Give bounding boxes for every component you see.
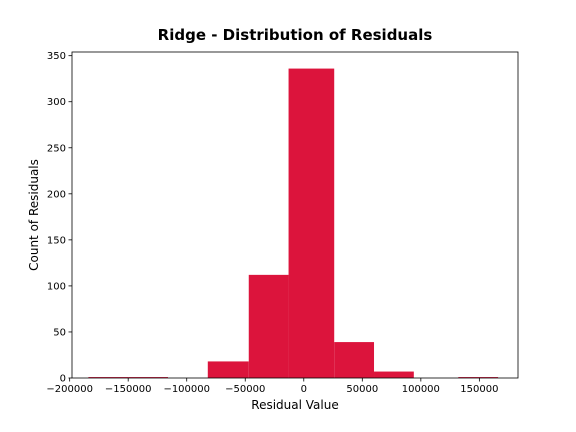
chart-title: Ridge - Distribution of Residuals [158, 26, 433, 44]
histogram-bar-3 [207, 361, 249, 378]
y-tick-label-1: 50 [53, 327, 66, 338]
x-tick-label-0: −200000 [46, 384, 93, 395]
x-tick-label-4: 0 [301, 384, 307, 395]
y-tick-label-5: 250 [47, 143, 66, 154]
y-axis-ticks: 0 50 100 150 200 250 300 350 [47, 51, 72, 385]
y-tick-label-3: 150 [47, 235, 66, 246]
histogram-bar-7 [374, 371, 414, 378]
histogram-bars [88, 68, 499, 379]
x-tick-label-3: −50000 [225, 384, 265, 395]
x-axis-ticks: −200000 −150000 −100000 −50000 0 50000 100000 1… [46, 378, 498, 395]
y-tick-label-2: 100 [47, 281, 66, 292]
histogram-bar-9 [458, 377, 499, 378]
y-axis-label: Count of Residuals [27, 159, 41, 271]
histogram-bar-6 [334, 342, 375, 378]
histogram-bar-0 [88, 377, 129, 378]
histogram-bar-5 [288, 68, 335, 379]
x-tick-label-6: 100000 [402, 384, 440, 395]
y-tick-label-7: 350 [47, 51, 66, 62]
x-tick-label-5: 50000 [346, 384, 378, 395]
x-tick-label-7: 150000 [460, 384, 498, 395]
histogram-bar-1 [128, 377, 168, 378]
y-tick-label-0: 0 [60, 374, 66, 385]
x-tick-label-2: −100000 [163, 384, 210, 395]
x-axis-label: Residual Value [251, 398, 338, 412]
x-tick-label-1: −150000 [105, 384, 152, 395]
y-tick-label-4: 200 [47, 189, 66, 200]
plot-area-frame [71, 51, 519, 379]
histogram-bar-4 [248, 274, 289, 378]
y-tick-label-6: 300 [47, 97, 66, 108]
